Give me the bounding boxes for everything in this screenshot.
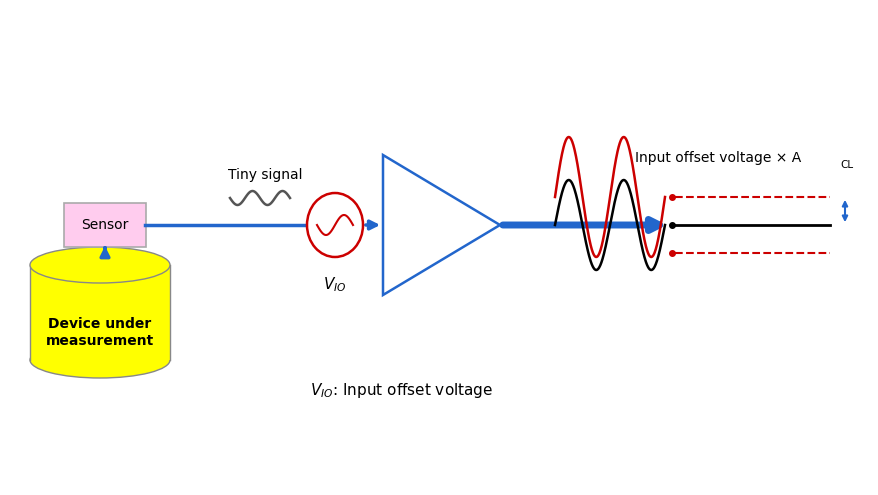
Bar (30, 265, 169, 360)
Text: $V_{IO}$: Input offset voltage: $V_{IO}$: Input offset voltage (310, 381, 493, 399)
Text: Sensor: Sensor (82, 218, 128, 232)
Text: CL: CL (839, 160, 853, 170)
Polygon shape (383, 155, 500, 295)
FancyBboxPatch shape (64, 203, 146, 247)
Text: $V_{IO}$: $V_{IO}$ (323, 275, 346, 294)
Text: Input offset voltage × A: Input offset voltage × A (634, 151, 801, 165)
Text: Tiny signal: Tiny signal (227, 168, 302, 182)
Ellipse shape (30, 247, 169, 283)
Text: Device under
measurement: Device under measurement (46, 317, 154, 347)
Ellipse shape (306, 193, 363, 257)
Ellipse shape (30, 342, 169, 378)
